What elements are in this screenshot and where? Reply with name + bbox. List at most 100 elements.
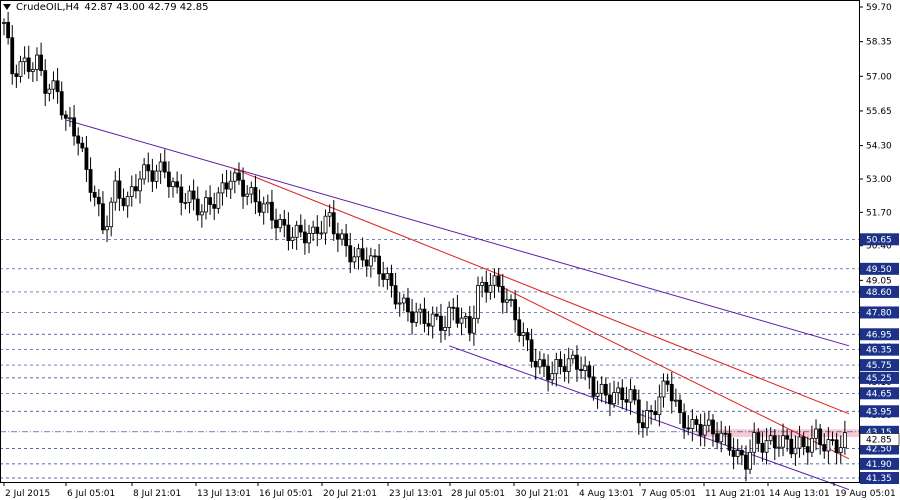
candle-body [789,438,794,455]
channel-upper [65,119,850,347]
level-badge-label: 50.65 [866,235,892,245]
candle-body [459,317,464,324]
candle-body [723,432,728,435]
candle-body [59,91,64,116]
candle-body [579,368,583,371]
candle-body [63,114,68,119]
level-badge [860,233,899,246]
candle-body [129,186,134,197]
candle-body [525,332,530,341]
candle-body [641,422,645,429]
level-badge-label: 41.90 [866,460,892,470]
candle-body [451,306,456,309]
candle-body [624,399,629,403]
candle-body [768,435,773,442]
candle-body [344,233,349,247]
candle-body [109,201,114,228]
candle-body [616,387,621,394]
candle-body [439,315,443,331]
candle-body [146,164,151,172]
candle-body [406,297,410,313]
candle-body [781,435,785,448]
chart-header: CrudeOIL,H4 42.87 43.00 42.79 42.85 [3,2,213,13]
x-tick-label: 20 Jul 21:01 [323,489,377,499]
level-badge [860,328,899,341]
dropdown-triangle-icon[interactable] [3,4,11,10]
candle-body [311,226,316,234]
candle-body [84,147,89,170]
candle-body [183,202,188,204]
candle-body [673,399,678,402]
candle-body [72,117,76,137]
candle-body [756,432,761,444]
candle-body [26,57,31,72]
candle-body [772,435,777,449]
candle-body [529,339,534,362]
candle-body [587,365,592,378]
candle-body [566,358,571,372]
candle-body [245,193,250,197]
candle-body [166,171,171,187]
candle-body [488,284,493,293]
candle-body [509,299,513,301]
candle-body [199,211,204,216]
x-tick-label: 14 Aug 13:01 [769,489,830,499]
candle-body [727,433,732,451]
fan-line-2 [498,285,850,460]
candle-body [583,365,588,371]
x-tick-label: 16 Jul 05:01 [259,489,313,499]
candle-body [620,387,625,401]
candle-body [307,233,311,244]
candle-body [360,248,365,261]
level-badge [860,359,899,372]
candle-body [187,190,192,203]
candle-body [47,88,52,94]
level-badge [860,306,899,319]
candle-body [265,201,270,205]
candle-body [748,451,752,470]
candle-body [698,424,703,436]
candle-body [327,212,332,217]
candle-body [253,187,258,203]
candle-body [612,392,616,405]
candle-body [138,178,142,192]
candle-body [30,69,35,72]
current-price-label: 42.85 [866,436,892,446]
x-tick-label: 11 Aug 21:01 [705,489,766,499]
candle-body [657,396,662,416]
level-badge-label: 42.50 [866,444,892,454]
level-badge-label: 49.50 [866,265,892,275]
level-badge-label: 46.35 [866,346,892,356]
candle-body [274,219,278,229]
candle-body [298,224,303,233]
candle-body [368,255,373,267]
y-tick-label: 49.05 [866,276,892,286]
candle-body [805,446,810,453]
level-badge [860,371,899,384]
candle-body [55,80,60,93]
candle-body [228,180,233,190]
candle-body [669,383,674,402]
y-tick-label: 55.65 [866,107,892,117]
candle-body [92,191,97,198]
candle-body [645,410,649,429]
candle-body [463,316,468,319]
level-badge [860,285,899,298]
candle-body [257,201,262,213]
candle-body [562,366,567,372]
candle-body [381,273,386,280]
candle-body [818,428,823,445]
candle-body [290,236,295,242]
y-tick-label: 51.70 [866,208,892,218]
candle-body [443,327,447,331]
candle-body [422,308,427,324]
candle-body [665,380,670,385]
candle-body [364,259,369,267]
candle-body [777,446,781,449]
candle-body [162,161,167,173]
candle-body [694,419,699,425]
candle-body [76,135,81,144]
candle-body [591,376,596,397]
candle-body [68,117,72,120]
